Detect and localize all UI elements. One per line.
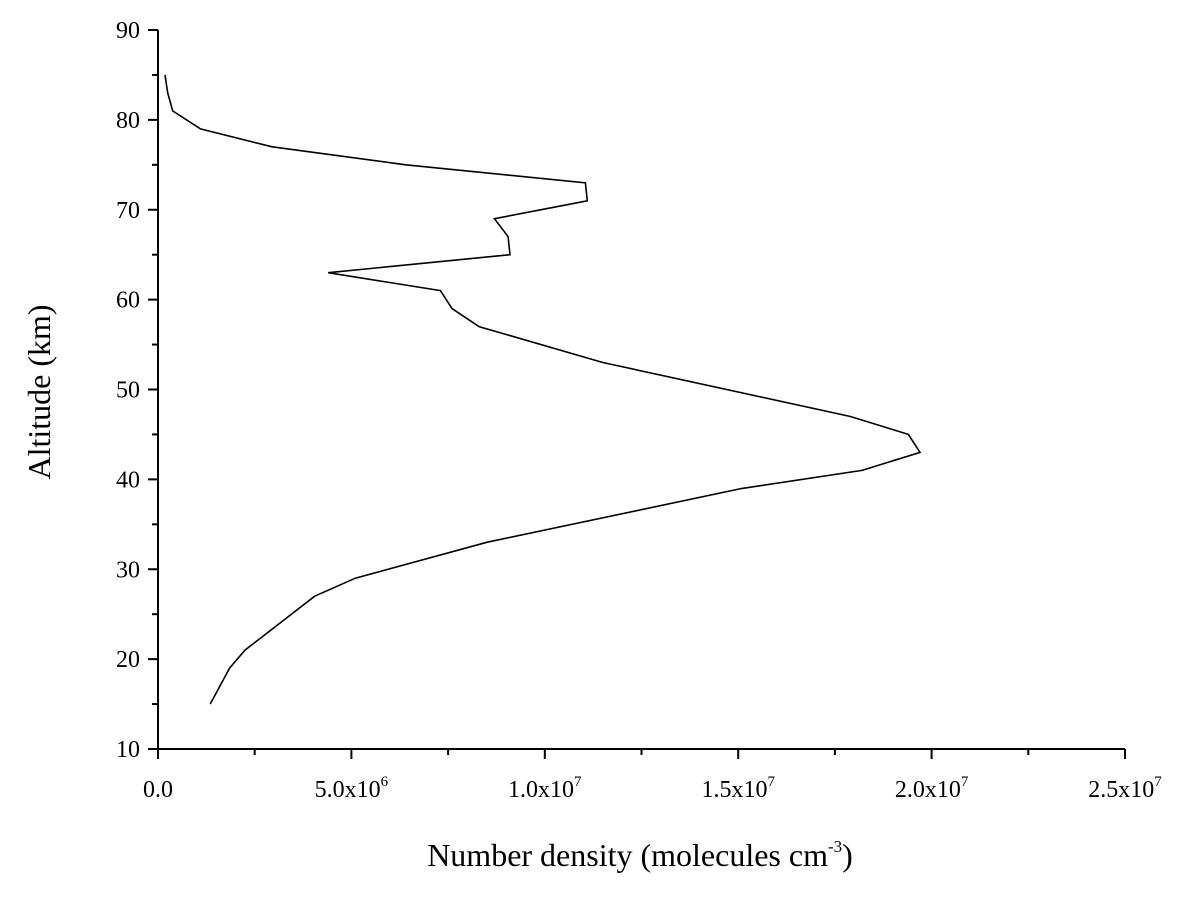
x-tick-label-mantissa: 0.0 [143, 777, 173, 803]
x-tick-label: 0.0 [143, 777, 173, 803]
y-axis-title: Altitude (km) [21, 304, 57, 479]
x-axis-title-main: Number density (molecules cm [427, 837, 828, 873]
x-tick-label-exponent: 7 [1154, 774, 1162, 790]
x-tick-label-exponent: 6 [381, 774, 389, 790]
y-tick-label: 90 [116, 18, 140, 44]
y-tick-label: 60 [116, 288, 140, 314]
x-tick-label-mantissa: 1.0x10 [508, 777, 574, 803]
y-tick-label: 40 [116, 467, 140, 493]
y-tick-label: 20 [116, 647, 140, 673]
x-tick-label: 1.5x107 [701, 774, 775, 803]
x-tick-label: 5.0x106 [315, 774, 389, 803]
x-axis-title-superscript: -3 [828, 837, 842, 856]
x-tick-label: 2.0x107 [895, 774, 969, 803]
x-tick-label: 2.5x107 [1088, 774, 1162, 803]
x-tick-label-exponent: 7 [961, 774, 969, 790]
x-tick-label: 1.0x107 [508, 774, 582, 803]
x-tick-label-mantissa: 1.5x10 [701, 777, 767, 803]
x-tick-label-mantissa: 5.0x10 [315, 777, 381, 803]
y-tick-label: 30 [116, 557, 140, 583]
y-tick-label: 80 [116, 108, 140, 134]
y-tick-label: 10 [116, 737, 140, 763]
axes [157, 30, 1125, 750]
x-tick-label-exponent: 7 [574, 774, 582, 790]
x-tick-label-mantissa: 2.0x10 [895, 777, 961, 803]
y-tick-label: 50 [116, 378, 140, 404]
series-line [164, 74, 922, 705]
ticks [148, 29, 1126, 759]
x-tick-label-exponent: 7 [767, 774, 775, 790]
x-axis-title: Number density (molecules cm-3) [427, 837, 853, 873]
x-tick-label-mantissa: 2.5x10 [1088, 777, 1154, 803]
y-tick-label: 70 [116, 198, 140, 224]
x-axis-title-close: ) [842, 837, 853, 873]
series-layer [164, 74, 922, 705]
